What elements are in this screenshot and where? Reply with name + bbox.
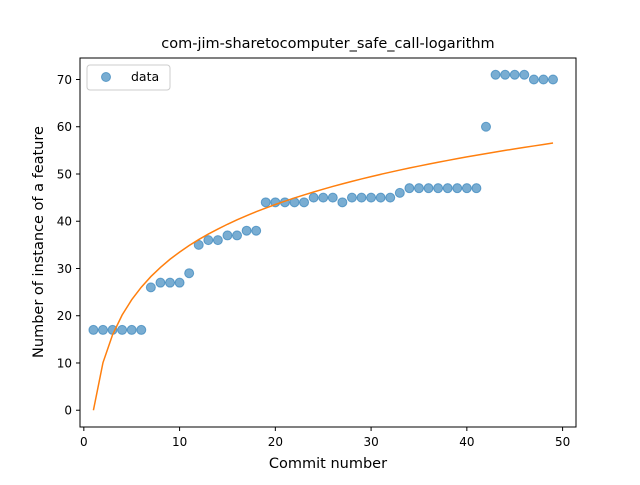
x-tick-label: 50 (555, 435, 570, 449)
data-point (442, 183, 453, 194)
fit-line (92, 142, 554, 411)
y-tick-label: 70 (57, 73, 72, 87)
data-point (528, 74, 539, 85)
data-point (500, 69, 511, 80)
data-point (203, 235, 214, 246)
data-point (509, 69, 520, 80)
data-point (480, 121, 491, 132)
x-tick-label: 20 (268, 435, 283, 449)
data-point (385, 192, 396, 203)
data-point (232, 230, 243, 241)
legend: data (86, 64, 171, 91)
data-point (155, 277, 166, 288)
data-point (433, 183, 444, 194)
data-point (366, 192, 377, 203)
data-point (184, 268, 195, 279)
legend-marker (101, 72, 111, 82)
data-point (452, 183, 463, 194)
data-point (394, 187, 405, 198)
data-point (375, 192, 386, 203)
data-point (88, 324, 99, 335)
y-tick-label: 10 (57, 356, 72, 370)
plot-frame (79, 57, 577, 428)
data-point (423, 183, 434, 194)
data-point (145, 282, 156, 293)
x-tick-label: 0 (80, 435, 88, 449)
y-tick-label: 30 (57, 262, 72, 276)
x-axis-label: Commit number (269, 456, 387, 472)
data-point (97, 324, 108, 335)
data-point (471, 183, 482, 194)
data-point (212, 235, 223, 246)
data-point (327, 192, 338, 203)
data-point (241, 225, 252, 236)
data-point (318, 192, 329, 203)
data-point (519, 69, 530, 80)
y-tick-label: 40 (57, 215, 72, 229)
data-point (260, 197, 271, 208)
axes: 0 10 20 30 40 50 0 10 20 30 40 50 60 70 (57, 73, 571, 449)
data-point (356, 192, 367, 203)
x-tick-label: 40 (459, 435, 474, 449)
x-tick-label: 30 (363, 435, 378, 449)
data-point (490, 69, 501, 80)
y-axis-label: Number of instance of a feature (31, 126, 47, 358)
data-point (413, 183, 424, 194)
data-point (222, 230, 233, 241)
data-point (174, 277, 185, 288)
y-tick-label: 50 (57, 167, 72, 181)
data-point (538, 74, 549, 85)
legend-label: data (131, 69, 159, 84)
plot-area (88, 69, 559, 411)
legend-box (86, 64, 171, 91)
x-tick-label: 10 (172, 435, 187, 449)
y-tick-label: 60 (57, 120, 72, 134)
data-point (251, 225, 262, 236)
data-point (165, 277, 176, 288)
data-point (404, 183, 415, 194)
y-tick-label: 0 (64, 404, 72, 418)
data-point (117, 324, 128, 335)
data-point (548, 74, 559, 85)
data-point (136, 324, 147, 335)
data-point (461, 183, 472, 194)
data-point (337, 197, 348, 208)
data-point (308, 192, 319, 203)
data-point (126, 324, 137, 335)
y-tick-label: 20 (57, 309, 72, 323)
data-point (299, 197, 310, 208)
data-point (346, 192, 357, 203)
chart-title: com-jim-sharetocomputer_safe_call-logari… (161, 36, 494, 52)
